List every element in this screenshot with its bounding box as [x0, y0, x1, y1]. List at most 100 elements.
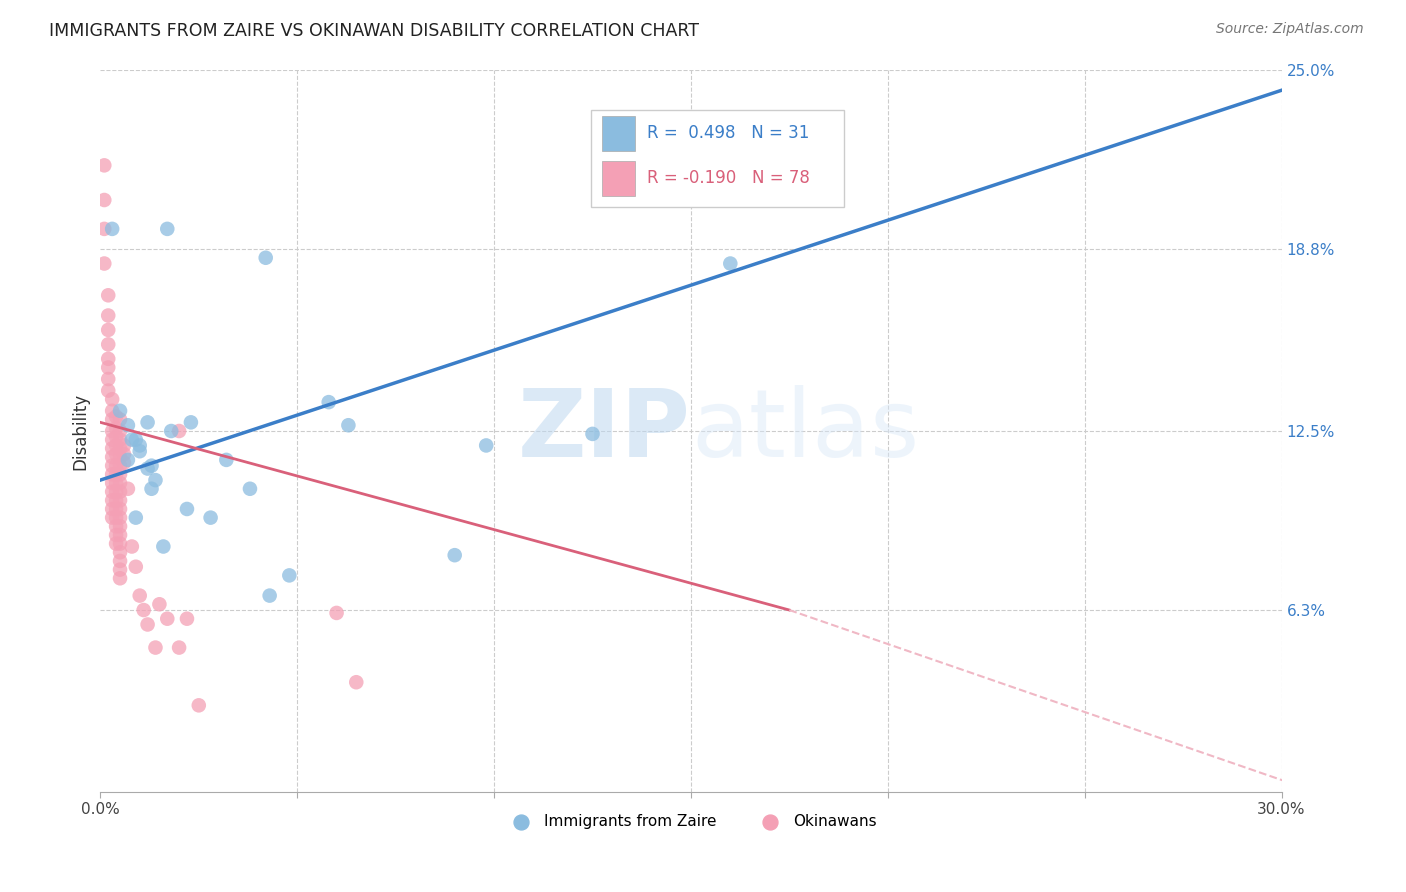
Point [108, 442, 131, 456]
Point [101, 467, 124, 482]
Text: atlas: atlas [690, 385, 920, 477]
Point [117, 418, 139, 433]
Point [112, 447, 135, 461]
Point [108, 412, 131, 426]
Point [141, 482, 163, 496]
Point [101, 475, 124, 490]
Point [108, 545, 131, 559]
Y-axis label: Disability: Disability [72, 392, 89, 469]
Point [97, 288, 120, 302]
Point [259, 589, 281, 603]
Point [93, 193, 115, 207]
Point [145, 473, 167, 487]
Point [105, 519, 128, 533]
Point [105, 484, 128, 499]
Point [581, 426, 603, 441]
Point [101, 222, 124, 236]
Point [136, 617, 159, 632]
Point [254, 251, 277, 265]
Point [180, 415, 202, 429]
Point [101, 404, 124, 418]
Bar [602, 116, 636, 151]
Point [160, 424, 183, 438]
Point [97, 323, 120, 337]
Point [105, 475, 128, 490]
Point [105, 467, 128, 482]
Point [105, 409, 128, 424]
Point [325, 606, 347, 620]
Text: R =  0.498   N = 31: R = 0.498 N = 31 [647, 124, 810, 143]
Point [108, 502, 131, 516]
Point [101, 433, 124, 447]
Point [105, 421, 128, 435]
Point [105, 493, 128, 508]
Point [128, 438, 150, 452]
Point [125, 559, 148, 574]
Point [108, 493, 131, 508]
Point [117, 453, 139, 467]
Point [121, 433, 143, 447]
Point [108, 554, 131, 568]
Point [105, 458, 128, 473]
Point [105, 447, 128, 461]
Point [156, 612, 179, 626]
Point [105, 510, 128, 524]
Point [215, 453, 238, 467]
Point [125, 510, 148, 524]
Point [112, 438, 135, 452]
Point [167, 640, 190, 655]
Point [93, 158, 115, 172]
Bar [591, 110, 845, 207]
Point [97, 309, 120, 323]
Point [108, 536, 131, 550]
Point [187, 698, 209, 713]
Point [93, 256, 115, 270]
Text: IMMIGRANTS FROM ZAIRE VS OKINAWAN DISABILITY CORRELATION CHART: IMMIGRANTS FROM ZAIRE VS OKINAWAN DISABI… [49, 22, 699, 40]
Point [156, 222, 179, 236]
Point [101, 510, 124, 524]
Point [108, 404, 131, 418]
Point [145, 640, 167, 655]
Point [176, 612, 198, 626]
Point [101, 502, 124, 516]
Point [105, 528, 128, 542]
Point [101, 450, 124, 464]
Point [101, 412, 124, 426]
Point [167, 424, 190, 438]
Point [101, 424, 124, 438]
Text: ZIP: ZIP [517, 385, 690, 477]
Point [128, 444, 150, 458]
Point [108, 519, 131, 533]
Point [152, 540, 174, 554]
Point [97, 384, 120, 398]
Point [108, 433, 131, 447]
Point [105, 502, 128, 516]
Point [112, 456, 135, 470]
Point [105, 536, 128, 550]
Point [108, 450, 131, 464]
Point [318, 395, 340, 409]
Point [718, 256, 741, 270]
Point [108, 563, 131, 577]
Point [128, 589, 150, 603]
Bar [602, 161, 636, 195]
Point [101, 484, 124, 499]
Point [93, 222, 115, 236]
Point [101, 458, 124, 473]
Point [97, 360, 120, 375]
Point [97, 337, 120, 351]
Point [200, 510, 222, 524]
Point [117, 482, 139, 496]
Point [475, 438, 498, 452]
Point [97, 351, 120, 366]
Point [337, 418, 360, 433]
Text: Source: ZipAtlas.com: Source: ZipAtlas.com [1216, 22, 1364, 37]
Point [121, 540, 143, 554]
Point [148, 597, 170, 611]
Point [101, 493, 124, 508]
Point [108, 510, 131, 524]
Point [108, 484, 131, 499]
Point [443, 548, 465, 562]
Point [132, 603, 155, 617]
Point [108, 571, 131, 585]
